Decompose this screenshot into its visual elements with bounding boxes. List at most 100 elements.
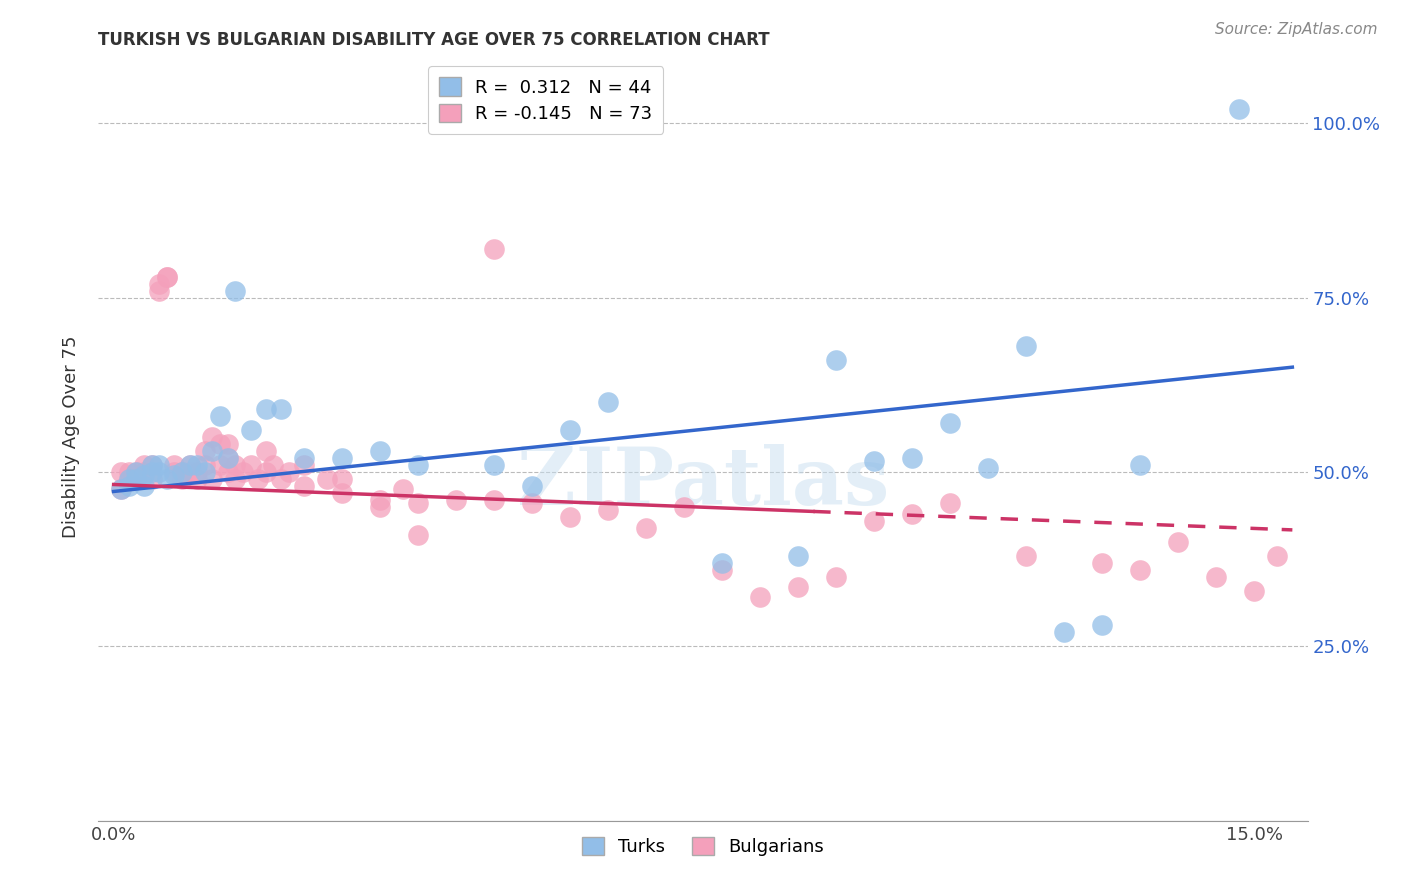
Point xyxy=(217,450,239,465)
Point xyxy=(254,444,277,458)
Point xyxy=(444,492,467,507)
Point xyxy=(863,454,886,468)
Point xyxy=(1015,339,1038,353)
Point xyxy=(141,465,163,479)
Point xyxy=(1265,549,1288,563)
Point xyxy=(132,479,155,493)
Point xyxy=(163,458,186,472)
Point xyxy=(1091,556,1114,570)
Point xyxy=(977,461,1000,475)
Point xyxy=(156,269,179,284)
Y-axis label: Disability Age Over 75: Disability Age Over 75 xyxy=(62,335,80,539)
Point xyxy=(118,472,141,486)
Point xyxy=(939,416,962,430)
Point xyxy=(163,468,186,483)
Point xyxy=(939,496,962,510)
Point xyxy=(170,465,193,479)
Point xyxy=(194,465,217,479)
Point xyxy=(368,444,391,458)
Point xyxy=(217,450,239,465)
Point xyxy=(749,591,772,605)
Point xyxy=(125,472,148,486)
Point xyxy=(270,472,292,486)
Point xyxy=(277,465,299,479)
Text: TURKISH VS BULGARIAN DISABILITY AGE OVER 75 CORRELATION CHART: TURKISH VS BULGARIAN DISABILITY AGE OVER… xyxy=(98,31,770,49)
Point xyxy=(254,402,277,417)
Point xyxy=(596,395,619,409)
Point xyxy=(520,496,543,510)
Point xyxy=(292,479,315,493)
Point xyxy=(254,465,277,479)
Point xyxy=(1053,625,1076,640)
Point xyxy=(201,444,224,458)
Point xyxy=(148,465,170,479)
Point xyxy=(1243,583,1265,598)
Point xyxy=(558,423,581,437)
Point xyxy=(596,503,619,517)
Point xyxy=(239,423,262,437)
Point xyxy=(179,465,201,479)
Point xyxy=(148,284,170,298)
Point xyxy=(141,472,163,486)
Point xyxy=(825,353,848,368)
Point xyxy=(292,458,315,472)
Point xyxy=(406,527,429,541)
Point xyxy=(901,507,924,521)
Point xyxy=(482,458,505,472)
Point xyxy=(118,472,141,486)
Point xyxy=(901,450,924,465)
Point xyxy=(186,458,208,472)
Point xyxy=(156,269,179,284)
Point xyxy=(482,242,505,256)
Point xyxy=(711,563,734,577)
Legend: Turks, Bulgarians: Turks, Bulgarians xyxy=(572,828,834,865)
Point xyxy=(132,468,155,483)
Point xyxy=(787,549,810,563)
Point xyxy=(132,458,155,472)
Point xyxy=(1129,458,1152,472)
Point xyxy=(330,486,353,500)
Point xyxy=(186,465,208,479)
Point xyxy=(217,437,239,451)
Point xyxy=(224,458,246,472)
Point xyxy=(148,458,170,472)
Text: Source: ZipAtlas.com: Source: ZipAtlas.com xyxy=(1215,22,1378,37)
Point xyxy=(482,492,505,507)
Point xyxy=(368,500,391,514)
Point xyxy=(209,458,232,472)
Point xyxy=(1015,549,1038,563)
Point xyxy=(163,465,186,479)
Point xyxy=(118,479,141,493)
Point xyxy=(170,465,193,479)
Point xyxy=(118,465,141,479)
Point xyxy=(156,472,179,486)
Point xyxy=(1167,534,1189,549)
Point xyxy=(270,402,292,417)
Point xyxy=(406,496,429,510)
Point xyxy=(1227,103,1250,117)
Point xyxy=(148,277,170,291)
Point xyxy=(186,472,208,486)
Point xyxy=(209,409,232,424)
Point xyxy=(217,465,239,479)
Point xyxy=(110,465,132,479)
Point xyxy=(239,458,262,472)
Point xyxy=(672,500,695,514)
Point xyxy=(315,472,337,486)
Point xyxy=(125,465,148,479)
Point xyxy=(1129,563,1152,577)
Point xyxy=(330,450,353,465)
Point xyxy=(292,450,315,465)
Text: ZIPatlas: ZIPatlas xyxy=(517,444,889,522)
Point xyxy=(262,458,284,472)
Point xyxy=(391,483,413,497)
Point xyxy=(141,458,163,472)
Point xyxy=(224,472,246,486)
Point xyxy=(406,458,429,472)
Point xyxy=(194,458,217,472)
Point xyxy=(232,465,254,479)
Point xyxy=(179,458,201,472)
Point xyxy=(201,472,224,486)
Point xyxy=(520,479,543,493)
Point xyxy=(368,492,391,507)
